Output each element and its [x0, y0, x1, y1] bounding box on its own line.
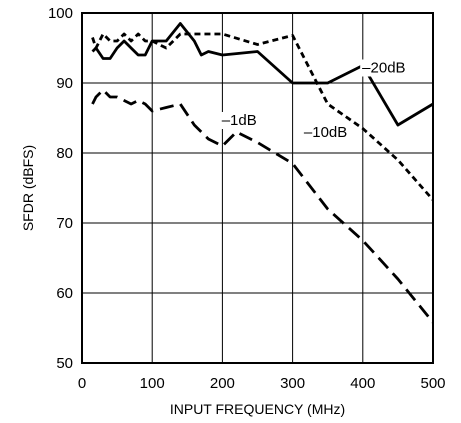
series-label-background — [219, 112, 259, 129]
y-tick-label: 90 — [56, 75, 73, 92]
y-tick-label: 60 — [56, 285, 73, 302]
series-label-background — [301, 123, 350, 141]
x-axis-label: INPUT FREQUENCY (MHz) — [170, 401, 345, 417]
series-label: –1dB — [222, 112, 257, 129]
x-tick-label: 300 — [280, 375, 305, 392]
y-tick-label: 100 — [48, 5, 73, 22]
plot-frame — [81, 12, 434, 364]
x-tick-label: 500 — [420, 375, 445, 392]
y-tick-label: 70 — [56, 215, 73, 232]
y-tick-label: 80 — [56, 145, 73, 162]
x-tick-label: 100 — [140, 375, 165, 392]
y-tick-label: 50 — [56, 355, 73, 372]
series-annotations: –20dB –10dB –1dB — [219, 59, 408, 141]
series-label: –10dB — [304, 124, 347, 141]
series-label: –20dB — [362, 60, 405, 77]
series-lines — [91, 22, 435, 324]
x-tick-label: 200 — [210, 375, 235, 392]
series-line — [91, 22, 434, 127]
x-tick-label: 400 — [350, 375, 375, 392]
y-axis-label: SFDR (dBFS) — [20, 145, 36, 231]
series-line — [91, 88, 435, 324]
series-line — [91, 32, 435, 201]
x-tick-label: 0 — [78, 375, 86, 392]
axis-ticks: 0 100 200 300 400 500 50 60 70 80 90 100 — [48, 5, 446, 392]
series-label-background — [360, 59, 408, 77]
